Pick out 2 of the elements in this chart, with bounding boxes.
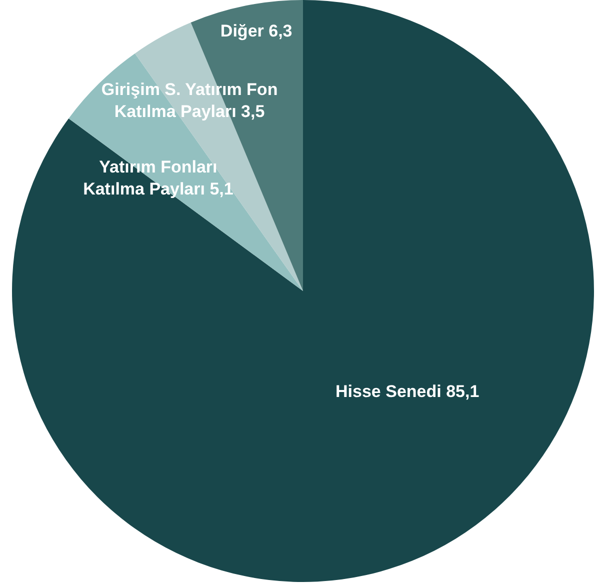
slice-label: Diğer 6,3	[220, 22, 292, 40]
slice-label: Hisse Senedi 85,1	[336, 382, 480, 402]
